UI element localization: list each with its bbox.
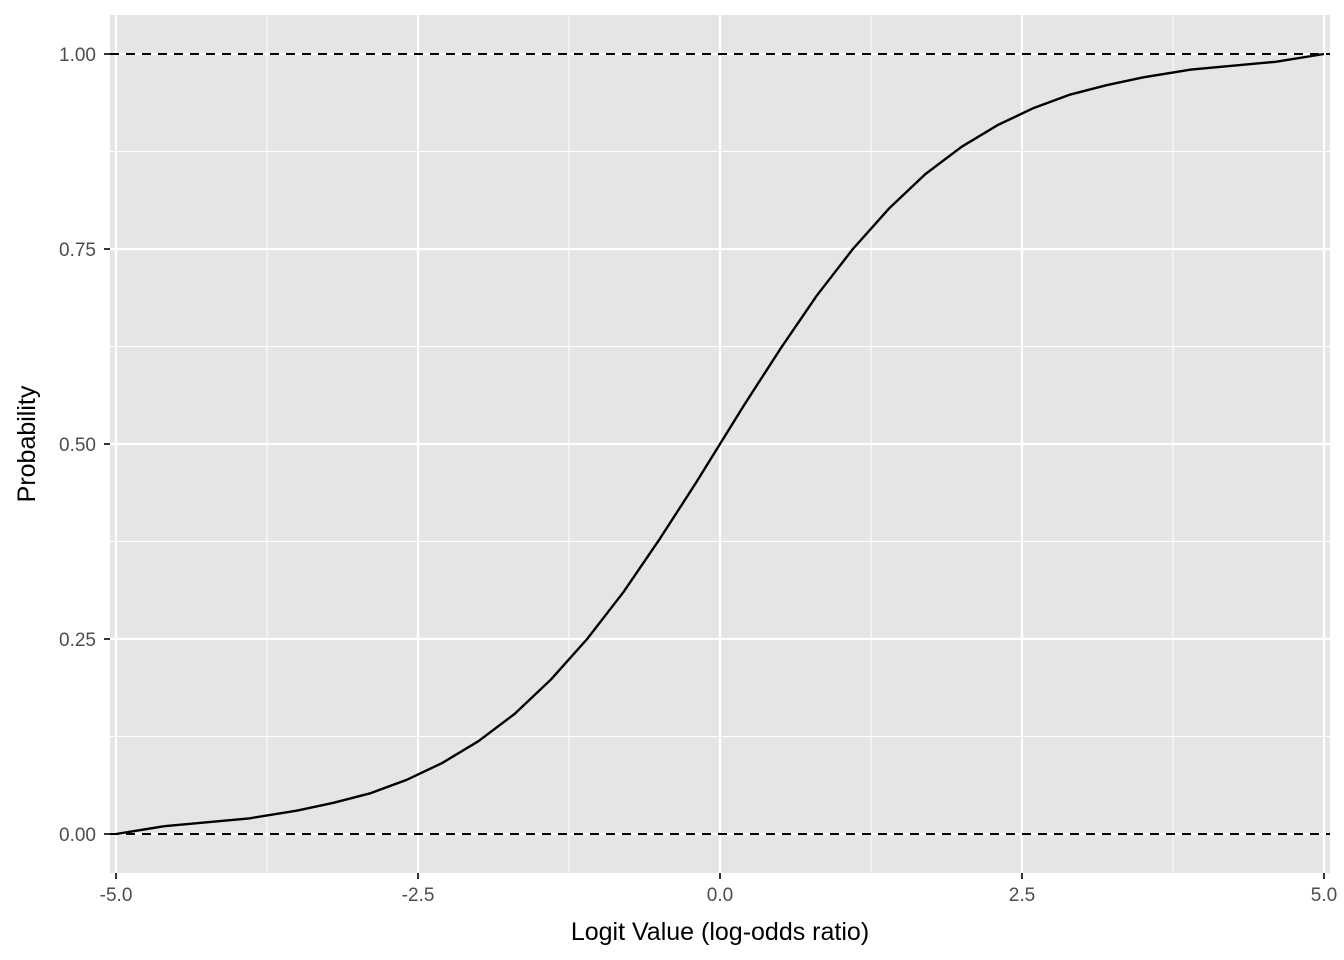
y-tick-label: 0.50	[59, 435, 96, 456]
y-tick-label: 0.25	[59, 630, 96, 651]
x-tick-label: -2.5	[402, 885, 435, 906]
y-tick-label: 0.75	[59, 240, 96, 261]
x-tick-label: -5.0	[100, 885, 133, 906]
y-tick-label: 0.00	[59, 825, 96, 846]
x-tick-label: 2.5	[1009, 885, 1035, 906]
x-axis: -5.0 -2.5 0.0 2.5 5.0	[100, 873, 1337, 906]
x-axis-title: Logit Value (log-odds ratio)	[571, 918, 869, 946]
y-axis-title: Probability	[13, 385, 41, 502]
x-tick-label: 0.0	[707, 885, 733, 906]
y-axis: 0.00 0.25 0.50 0.75 1.00	[59, 45, 110, 846]
series-line	[115, 52, 1325, 836]
y-tick-label: 1.00	[59, 45, 96, 66]
reference-lines	[110, 53, 1330, 835]
series-layer	[115, 52, 1325, 836]
x-tick-label: 5.0	[1311, 885, 1337, 906]
